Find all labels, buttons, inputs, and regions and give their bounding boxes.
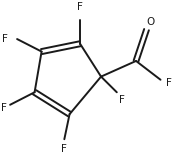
Text: F: F (61, 144, 67, 154)
Text: F: F (119, 95, 124, 105)
Text: F: F (1, 103, 7, 113)
Text: F: F (166, 78, 172, 88)
Text: F: F (2, 34, 8, 44)
Text: O: O (146, 17, 154, 27)
Text: F: F (77, 2, 83, 12)
